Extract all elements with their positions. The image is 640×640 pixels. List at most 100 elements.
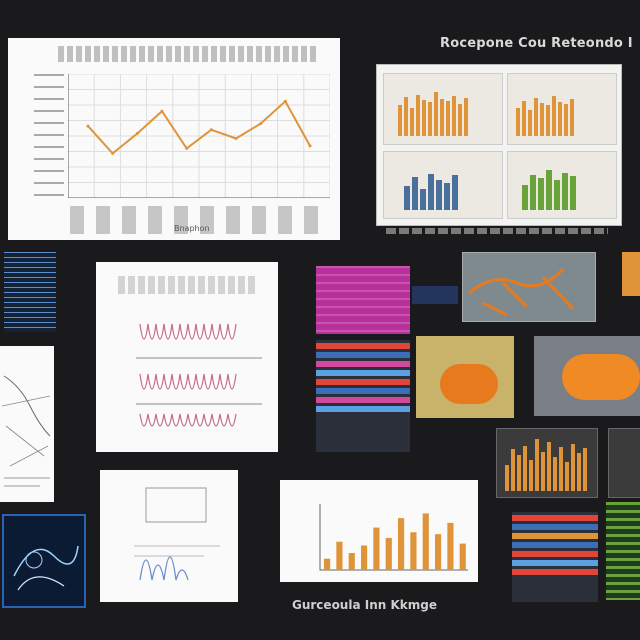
bar xyxy=(444,183,450,210)
orange-organ-image-1 xyxy=(416,336,514,418)
bar xyxy=(422,513,429,570)
document-title-blur xyxy=(118,276,258,294)
bar xyxy=(422,99,426,136)
line-chart-panel: Bnaphon xyxy=(8,38,340,240)
bar xyxy=(523,445,527,491)
bar xyxy=(452,175,458,210)
small-blue-chip xyxy=(412,286,458,304)
data-point xyxy=(111,151,115,155)
bar xyxy=(410,532,417,570)
bar xyxy=(410,107,414,136)
bar xyxy=(452,95,456,136)
bar xyxy=(464,97,468,136)
dashboard-caption-blur xyxy=(386,228,608,234)
bar xyxy=(570,99,574,136)
bar xyxy=(404,186,410,210)
bar xyxy=(385,537,392,570)
bar-chart-document xyxy=(280,480,478,582)
right-edge-panel xyxy=(608,428,640,498)
panel-title-blur xyxy=(58,46,318,62)
bar xyxy=(412,177,418,210)
orange-bar-chart-panel xyxy=(496,428,598,498)
bar xyxy=(440,98,444,136)
spectra-plot xyxy=(136,323,262,427)
bar xyxy=(436,180,442,210)
bar xyxy=(416,94,420,136)
bar xyxy=(546,170,552,210)
bar xyxy=(546,105,550,136)
bar xyxy=(420,189,426,210)
bar xyxy=(373,527,380,570)
collage-bottom-caption: Gurceoula Inn Kkmge xyxy=(292,598,437,612)
bar xyxy=(538,177,544,210)
bar xyxy=(459,543,466,570)
bar xyxy=(583,448,587,491)
bar xyxy=(511,448,515,491)
data-point xyxy=(259,122,263,126)
bar xyxy=(348,553,355,570)
bar xyxy=(530,175,536,210)
red-blue-table xyxy=(512,512,598,602)
magenta-table xyxy=(316,266,410,334)
striped-table xyxy=(316,340,410,452)
bar xyxy=(446,100,450,136)
bar xyxy=(398,104,402,136)
bar xyxy=(554,180,560,210)
bar xyxy=(547,442,551,491)
bar xyxy=(336,541,343,570)
axis-lines xyxy=(319,504,468,571)
bar xyxy=(553,457,557,491)
bar xyxy=(404,97,408,136)
x-axis-caption: Bnaphon xyxy=(174,224,210,233)
bar xyxy=(562,172,568,210)
blue-lines-panel xyxy=(4,252,56,332)
data-point xyxy=(209,128,213,132)
bar xyxy=(516,107,520,136)
bar xyxy=(559,446,563,491)
orange-organ-image-2 xyxy=(534,336,640,416)
bar xyxy=(528,110,532,136)
network-lines xyxy=(13,545,79,591)
spectra-document xyxy=(96,262,278,452)
bar xyxy=(361,545,368,570)
sketch-document xyxy=(0,346,54,502)
bar xyxy=(522,185,528,210)
waveform-document xyxy=(100,470,238,602)
bar xyxy=(435,534,442,570)
data-point xyxy=(160,109,164,113)
bar xyxy=(571,444,575,491)
bar xyxy=(447,522,454,570)
bar xyxy=(577,453,581,491)
bar xyxy=(434,92,438,136)
data-point xyxy=(283,99,287,103)
bar xyxy=(505,465,509,491)
bar xyxy=(517,455,521,491)
bar xyxy=(552,96,556,136)
bar xyxy=(534,98,538,136)
bar xyxy=(458,103,462,136)
y-axis-labels xyxy=(34,74,64,198)
data-point xyxy=(185,146,189,150)
bottom-bar-chart xyxy=(319,504,468,571)
bar xyxy=(570,176,576,210)
dashboard-tile-orange-2 xyxy=(507,73,617,145)
x-axis-labels xyxy=(70,206,328,234)
bar xyxy=(529,459,533,491)
bar xyxy=(564,104,568,136)
collage-title: Rocepone Cou Reteondo I xyxy=(440,36,633,51)
data-point xyxy=(234,136,238,140)
sketch-lines xyxy=(1,375,51,487)
bar xyxy=(541,452,545,491)
data-point xyxy=(135,132,139,136)
dashboard-tile-green xyxy=(507,151,617,219)
dashboard-panel xyxy=(376,64,622,226)
bar xyxy=(428,102,432,136)
data-point xyxy=(308,144,312,148)
bar xyxy=(522,100,526,136)
bar xyxy=(565,462,569,491)
data-point xyxy=(86,124,90,128)
right-edge-orange-chip xyxy=(622,252,640,296)
line-chart xyxy=(68,74,330,198)
dashboard-tile-mixed xyxy=(383,151,503,219)
bar xyxy=(558,102,562,136)
